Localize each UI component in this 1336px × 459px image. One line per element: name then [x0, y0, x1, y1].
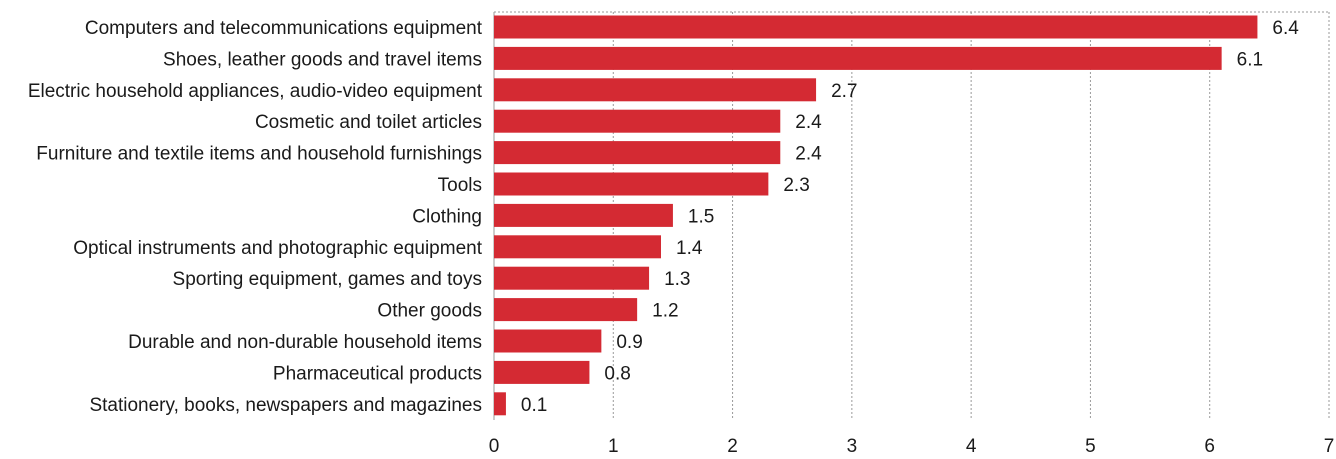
x-axis-ticks: 0 1 2 3 4 5 6 7: [489, 436, 1335, 457]
data-label: 0.8: [604, 363, 630, 384]
data-label: 2.4: [795, 144, 822, 165]
bar: [494, 15, 1258, 39]
category-label: Pharmaceutical products: [273, 363, 482, 384]
bar: [494, 298, 638, 322]
data-label: 2.4: [795, 112, 822, 133]
data-label: 6.4: [1272, 18, 1299, 39]
data-label: 1.2: [652, 301, 678, 322]
bar: [494, 78, 817, 102]
data-label: 2.3: [783, 175, 809, 196]
data-label: 6.1: [1237, 49, 1263, 70]
category-labels: Computers and telecommunications equipme…: [28, 18, 483, 416]
data-label: 0.1: [521, 395, 547, 416]
data-label: 1.5: [688, 206, 714, 227]
x-tick-label: 3: [847, 436, 858, 457]
category-label: Computers and telecommunications equipme…: [85, 18, 483, 39]
data-label: 0.9: [616, 332, 642, 353]
x-tick-label: 2: [727, 436, 738, 457]
category-label: Sporting equipment, games and toys: [173, 269, 482, 290]
bar: [494, 203, 673, 227]
bar: [494, 266, 650, 290]
data-label: 1.3: [664, 269, 690, 290]
x-tick-label: 0: [489, 436, 500, 457]
bar: [494, 109, 781, 133]
bar: [494, 46, 1222, 70]
data-label: 2.7: [831, 81, 857, 102]
x-tick-label: 1: [608, 436, 619, 457]
bar: [494, 329, 602, 353]
x-tick-label: 7: [1324, 436, 1335, 457]
category-label: Stationery, books, newspapers and magazi…: [89, 395, 482, 416]
x-tick-label: 5: [1085, 436, 1096, 457]
bar: [494, 360, 590, 384]
x-tick-label: 4: [966, 436, 977, 457]
x-tick-label: 6: [1204, 436, 1215, 457]
category-label: Shoes, leather goods and travel items: [163, 49, 482, 70]
bar: [494, 392, 506, 416]
category-label: Other goods: [377, 301, 482, 322]
category-label: Furniture and textile items and househol…: [36, 144, 482, 165]
value-labels: 6.4 6.1 2.7 2.4 2.4 2.3 1.5 1.4 1.3 1.2 0.9 0.8 0.1: [521, 18, 1299, 416]
bar: [494, 141, 781, 165]
category-label: Clothing: [412, 206, 482, 227]
category-label: Cosmetic and toilet articles: [255, 112, 482, 133]
category-label: Electric household appliances, audio-vid…: [28, 81, 483, 102]
bars: [494, 15, 1258, 416]
bar: [494, 235, 661, 259]
data-label: 1.4: [676, 238, 703, 259]
bar: [494, 172, 769, 196]
category-label: Optical instruments and photographic equ…: [73, 238, 482, 259]
category-label: Durable and non-durable household items: [128, 332, 482, 353]
category-label: Tools: [438, 175, 482, 196]
